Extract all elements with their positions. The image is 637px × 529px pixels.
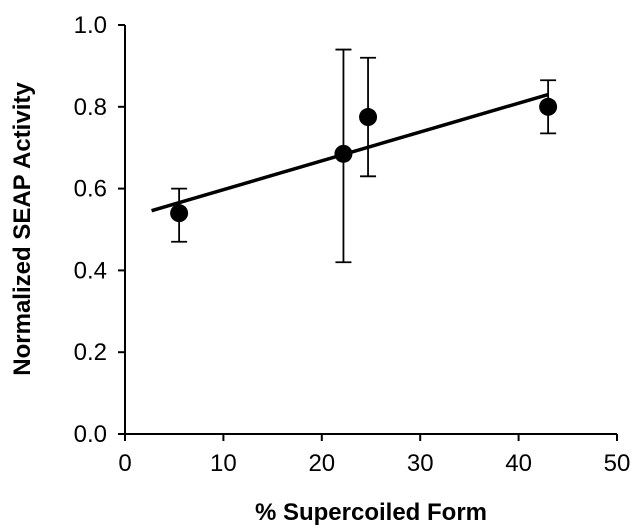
data-point bbox=[334, 144, 353, 163]
x-tick-label: 10 bbox=[210, 450, 237, 477]
y-tick-labels: 0.0 0.2 0.4 0.6 0.8 1.0 bbox=[74, 12, 107, 448]
x-tick-label: 20 bbox=[308, 450, 335, 477]
y-axis-title: Normalized SEAP Activity bbox=[9, 82, 36, 376]
y-tick-label: 0.4 bbox=[74, 257, 107, 284]
x-tick-labels: 0 10 20 30 40 50 bbox=[118, 450, 630, 477]
x-tick-label: 40 bbox=[505, 450, 532, 477]
y-tick-label: 0.8 bbox=[74, 94, 107, 121]
x-tick-label: 0 bbox=[118, 450, 131, 477]
y-tick-label: 0.6 bbox=[74, 176, 107, 203]
data-point bbox=[539, 97, 558, 116]
data-point bbox=[359, 108, 378, 127]
errorbar-layer bbox=[171, 48, 557, 264]
x-ticks bbox=[124, 434, 618, 441]
y-tick-label: 0.2 bbox=[74, 339, 107, 366]
x-tick-label: 50 bbox=[604, 450, 631, 477]
y-ticks bbox=[118, 24, 125, 435]
data-point bbox=[170, 204, 189, 223]
x-axis-title: % Supercoiled Form bbox=[255, 499, 487, 526]
x-tick-label: 30 bbox=[407, 450, 434, 477]
plot-area: 0 10 20 30 40 50 0.0 0.2 0.4 0.6 0.8 1.0 bbox=[74, 12, 631, 477]
y-tick-label: 1.0 bbox=[74, 12, 107, 39]
marker-layer bbox=[170, 97, 558, 223]
y-tick-label: 0.0 bbox=[74, 421, 107, 448]
